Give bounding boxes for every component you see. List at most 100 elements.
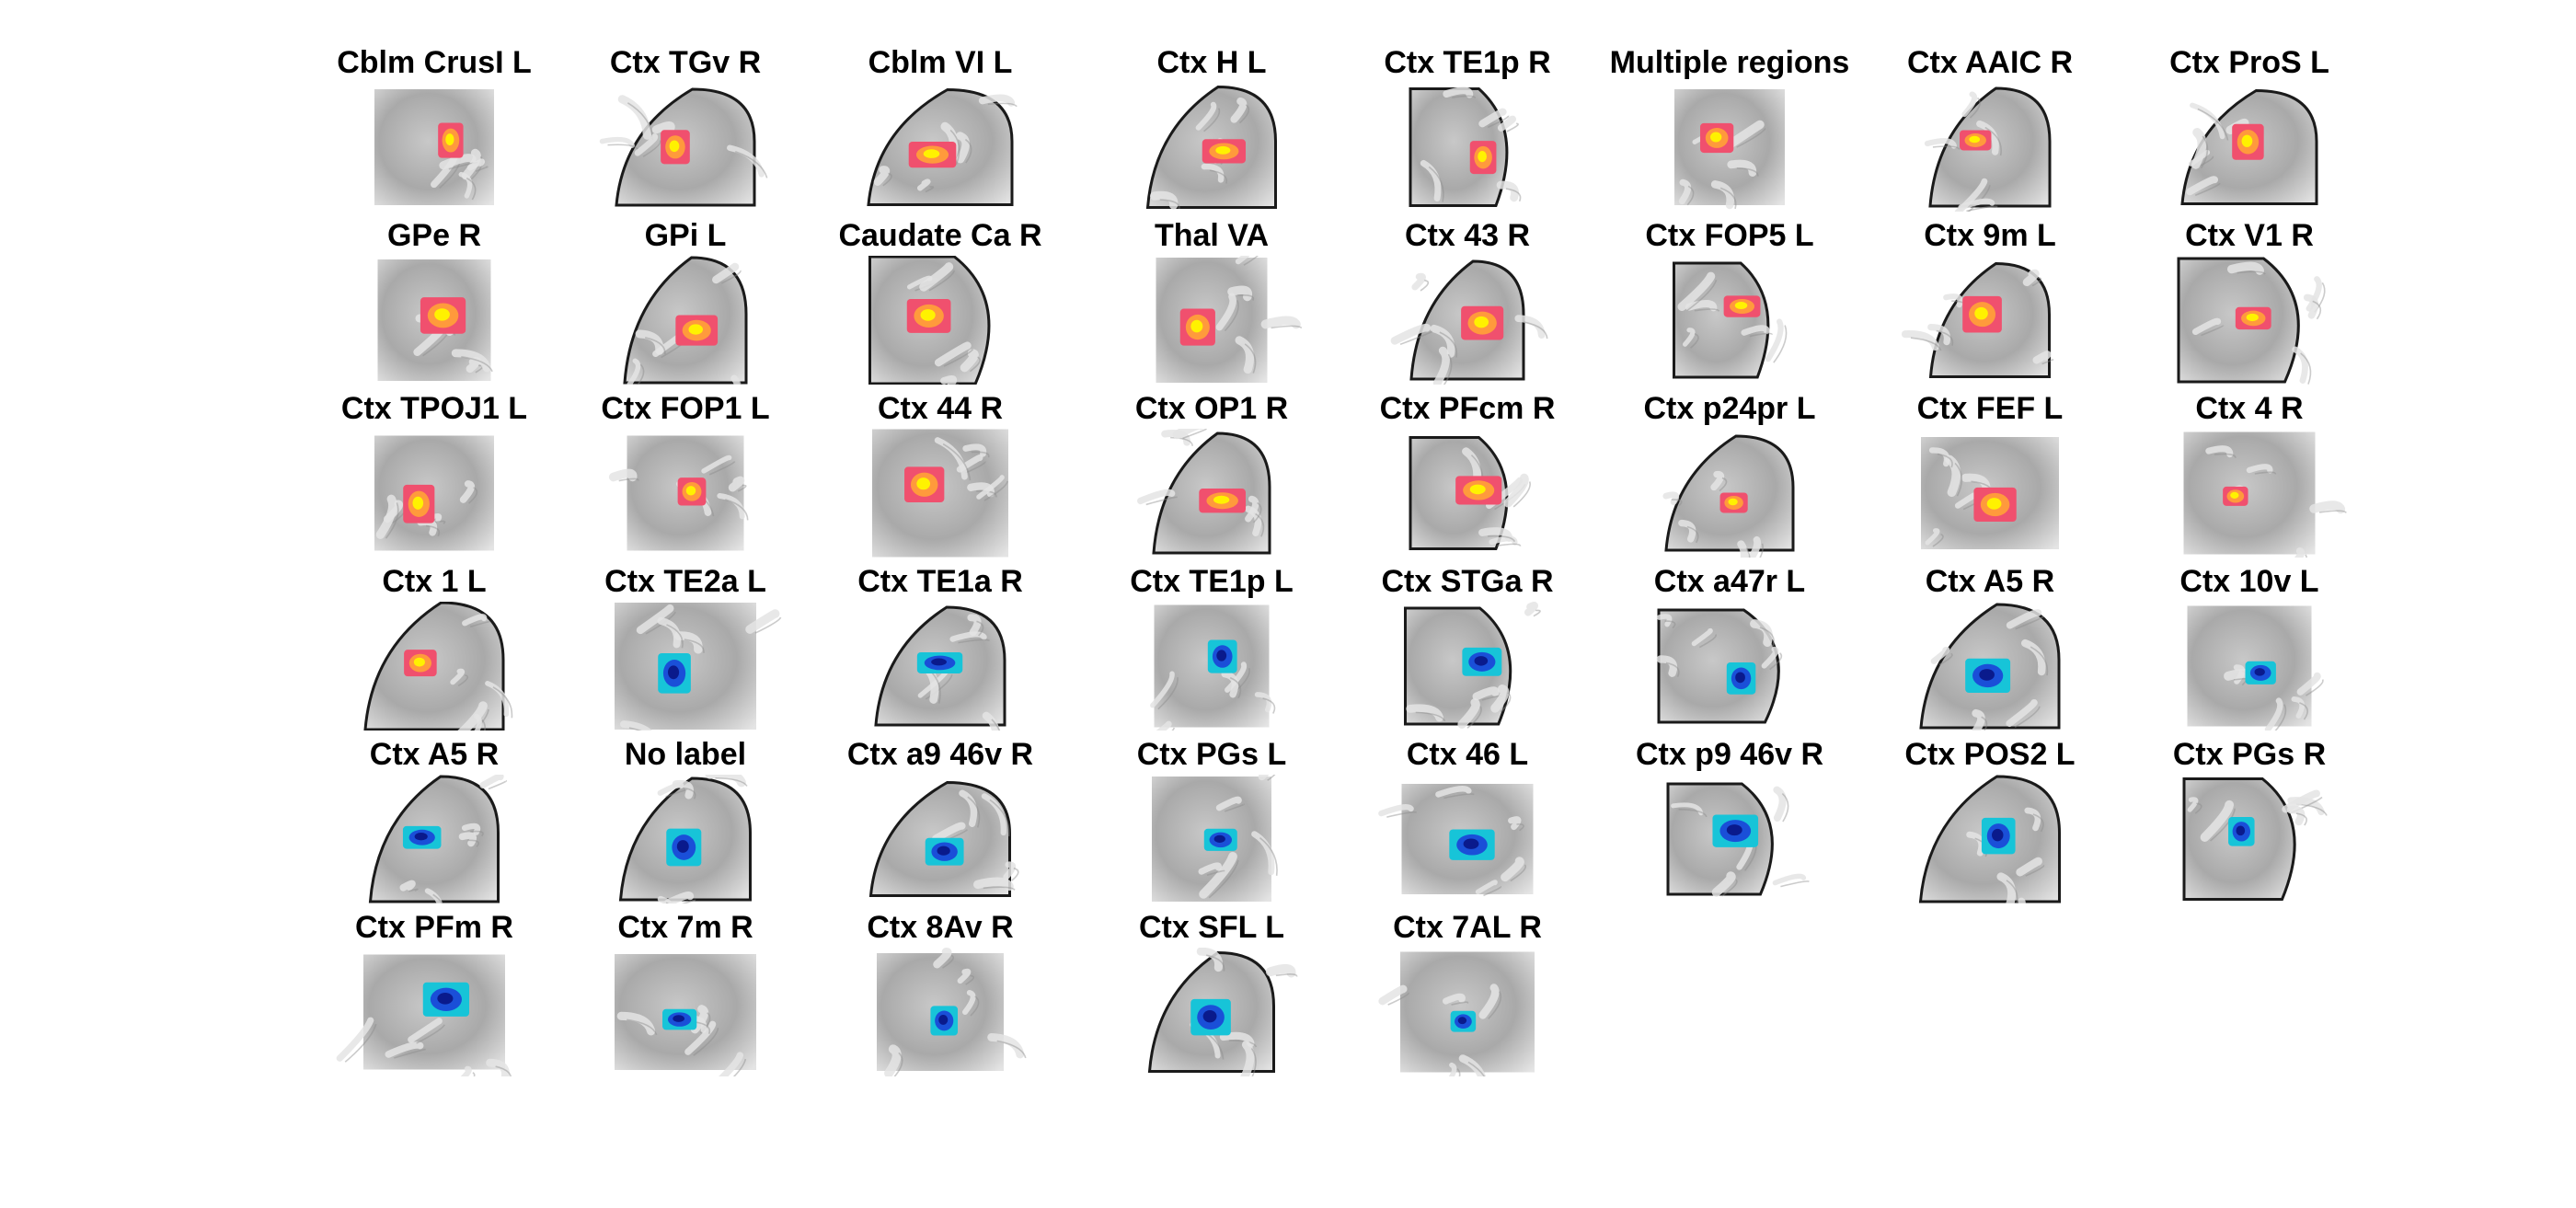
brain-slice-image: [292, 83, 577, 212]
region-label: Ctx POS2 L: [1904, 737, 2076, 772]
negative-activation-cluster: [925, 837, 964, 866]
brain-region-panel: Ctx a47r L: [1587, 563, 1872, 736]
brain-region-panel: No label: [543, 736, 828, 909]
brain-slice-image: [1587, 429, 1872, 558]
brain-region-panel: Ctx TE1p L: [1069, 563, 1354, 736]
brain-slice-image: [1069, 429, 1354, 558]
brain-region-panel: Ctx POS2 L: [1847, 736, 2133, 909]
brain-region-panel: Thal VA: [1069, 217, 1354, 390]
positive-activation-cluster: [677, 477, 707, 506]
region-label: Ctx 43 R: [1404, 218, 1531, 253]
negative-activation-cluster: [666, 828, 702, 867]
brain-region-panel: Ctx V1 R: [2107, 217, 2392, 390]
brain-region-panel: Ctx p24pr L: [1587, 390, 1872, 563]
region-label: Ctx STGa R: [1381, 564, 1554, 599]
brain-region-panel: Caudate Ca R: [798, 217, 1083, 390]
positive-activation-cluster: [1700, 122, 1734, 154]
region-label: Ctx 8Av R: [867, 910, 1014, 945]
region-label: Ctx 44 R: [877, 391, 1004, 426]
brain-region-panel: Ctx TE2a L: [543, 563, 828, 736]
positive-activation-cluster: [1199, 489, 1247, 513]
negative-activation-cluster: [1449, 829, 1495, 860]
brain-region-panel: Ctx H L: [1069, 44, 1354, 217]
brain-slice-tissue: [615, 603, 782, 731]
brain-region-panel: Ctx 43 R: [1325, 217, 1610, 390]
negative-activation-cluster: [916, 651, 963, 673]
positive-activation-cluster: [906, 298, 951, 333]
region-label: Ctx OP1 R: [1134, 391, 1289, 426]
brain-region-panel: Ctx PFm R: [292, 909, 577, 1082]
positive-activation-cluster: [1202, 139, 1247, 164]
brain-slice-image: [1587, 775, 1872, 903]
brain-region-panel: Cblm VI L: [798, 44, 1083, 217]
brain-region-panel: GPi L: [543, 217, 828, 390]
brain-region-panel: Ctx FOP5 L: [1587, 217, 1872, 390]
positive-activation-cluster: [675, 315, 719, 346]
negative-activation-cluster: [1712, 814, 1759, 847]
region-label: Ctx 4 R: [2195, 391, 2304, 426]
brain-slice-image: [2107, 602, 2392, 731]
brain-slice-image: [2107, 256, 2392, 385]
positive-activation-cluster: [661, 130, 690, 165]
brain-slice-image: [292, 429, 577, 558]
brain-slice-image: [2107, 83, 2392, 212]
brain-slice-image: [798, 775, 1083, 903]
positive-activation-cluster: [403, 484, 435, 523]
brain-slice-image: [798, 429, 1083, 558]
brain-region-panel: Ctx TE1p R: [1325, 44, 1610, 217]
region-label: Cblm CrusI L: [337, 45, 532, 80]
brain-slice-image: [292, 775, 577, 903]
brain-region-panel: Ctx 9m L: [1847, 217, 2133, 390]
region-label: Ctx FOP5 L: [1645, 218, 1814, 253]
region-label: Ctx V1 R: [2185, 218, 2314, 253]
region-label: Ctx PFm R: [355, 910, 513, 945]
region-label: Ctx p9 46v R: [1635, 737, 1824, 772]
negative-activation-cluster: [1462, 647, 1502, 676]
positive-activation-cluster: [1719, 492, 1748, 513]
region-label: GPe R: [386, 218, 482, 253]
brain-region-panel: Ctx 1 L: [292, 563, 577, 736]
brain-slice-image: [2107, 775, 2392, 903]
negative-activation-cluster: [1726, 662, 1756, 695]
brain-slice-tissue: [1409, 86, 1522, 207]
region-label: Ctx TE1p R: [1384, 45, 1551, 80]
brain-region-panel: Ctx 44 R: [798, 390, 1083, 563]
brain-slice-image: [543, 775, 828, 903]
brain-slice-tissue: [1656, 608, 1783, 724]
brain-region-panel: Ctx PGs L: [1069, 736, 1354, 909]
region-label: Ctx 1 L: [382, 564, 487, 599]
brain-region-panel: GPe R: [292, 217, 577, 390]
brain-region-panel: Ctx A5 R: [1847, 563, 2133, 736]
brain-slice-image: [1325, 429, 1610, 558]
brain-slice-image: [292, 602, 577, 731]
negative-activation-cluster: [1981, 817, 2016, 855]
negative-activation-cluster: [1203, 828, 1237, 851]
positive-activation-cluster: [404, 650, 437, 677]
region-label: Ctx PFcm R: [1379, 391, 1556, 426]
negative-activation-cluster: [662, 1008, 697, 1030]
brain-slice-tissue: [1156, 256, 1303, 383]
region-label: Ctx H L: [1156, 45, 1267, 80]
region-label: Ctx 7AL R: [1393, 910, 1542, 945]
region-label: Ctx FOP1 L: [601, 391, 770, 426]
brain-region-panel: Ctx 46 L: [1325, 736, 1610, 909]
brain-slice-tissue: [363, 602, 513, 731]
region-label: Ctx FEF L: [1916, 391, 2064, 426]
positive-activation-cluster: [438, 122, 464, 158]
negative-activation-cluster: [930, 1006, 959, 1036]
region-label: Ctx a9 46v R: [846, 737, 1034, 772]
brain-slice-tissue: [1404, 602, 1541, 729]
positive-activation-cluster: [420, 297, 466, 334]
brain-slice-image: [1847, 429, 2133, 558]
region-label: Ctx PGs R: [2172, 737, 2327, 772]
brain-region-panel: Ctx TPOJ1 L: [292, 390, 577, 563]
region-label: Ctx TE1p L: [1130, 564, 1294, 599]
region-label: Ctx AAIC R: [1906, 45, 2074, 80]
brain-region-panel: Ctx TGv R: [543, 44, 828, 217]
brain-slice-image: [543, 256, 828, 385]
brain-region-panel: Ctx A5 R: [292, 736, 577, 909]
region-label: Ctx TE1a R: [857, 564, 1023, 599]
brain-slice-image: [543, 948, 828, 1076]
positive-activation-cluster: [2223, 486, 2248, 506]
